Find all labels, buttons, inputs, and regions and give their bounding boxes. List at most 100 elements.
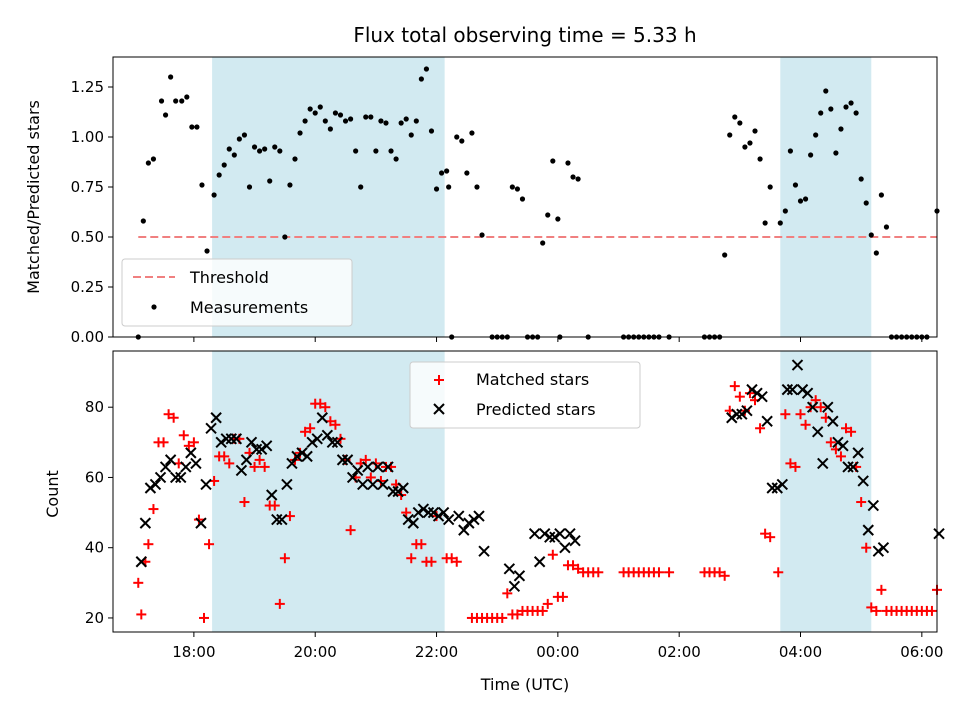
matched-point (773, 567, 784, 578)
matched-point (143, 539, 154, 550)
measurements-legend-swatch (151, 304, 157, 310)
predicted-point (135, 556, 148, 568)
measurement-point (236, 136, 242, 142)
measurement-point (246, 184, 253, 190)
x-tick-label: 02:00 (658, 643, 701, 661)
predicted-point (842, 461, 854, 473)
predicted-point (220, 433, 232, 445)
matched-point (269, 500, 280, 511)
predicted-point (847, 461, 859, 473)
predicted-point (549, 531, 561, 543)
predicted-point (801, 387, 814, 399)
matched-point (664, 567, 675, 578)
matched-point (866, 602, 877, 613)
predicted-point (245, 436, 258, 449)
measurement-point (342, 118, 349, 124)
measurement-point (873, 250, 879, 256)
threshold-legend-label: Threshold (189, 268, 269, 287)
predicted-point (215, 436, 227, 449)
predicted-point (554, 527, 566, 540)
matched-point (279, 553, 290, 564)
predicted-point (387, 485, 399, 498)
matched-point (512, 609, 523, 620)
matched-point (254, 454, 265, 465)
matched-point (785, 458, 796, 469)
predicted-point (402, 513, 414, 526)
matched-point (861, 542, 872, 553)
predicted-point (397, 482, 409, 494)
predicted-legend-label: Predicted stars (476, 400, 596, 419)
matched-point (846, 426, 857, 437)
measurement-point (302, 118, 308, 124)
measurement-point (545, 212, 551, 218)
measurement-point (540, 240, 546, 246)
predicted-point (169, 471, 182, 484)
measurement-point (418, 76, 424, 82)
measurements-legend-label: Measurements (190, 298, 308, 317)
matched-point (360, 454, 371, 465)
shaded-interval (780, 57, 872, 337)
measurement-point (373, 148, 379, 154)
predicted-point (417, 503, 430, 515)
predicted-point (311, 433, 323, 445)
measurement-point (737, 120, 743, 126)
predicted-point (569, 534, 581, 547)
predicted-point (796, 383, 809, 396)
matched-point (300, 426, 311, 437)
predicted-point (185, 447, 197, 459)
predicted-point (432, 510, 445, 522)
measurement-point (519, 196, 526, 202)
measurement-point (727, 132, 733, 138)
measurement-point (322, 118, 328, 124)
top-legend-box (121, 258, 353, 327)
measurement-point (216, 172, 222, 178)
y-tick-label: 0.75 (71, 178, 104, 196)
predicted-point (503, 563, 516, 575)
measurement-point (848, 100, 854, 106)
matched-point (593, 567, 604, 578)
matched-point (653, 567, 664, 578)
measurement-point (514, 186, 521, 192)
predicted-point (276, 513, 288, 526)
predicted-point (478, 545, 490, 557)
matched-point (502, 588, 513, 599)
predicted-point (144, 482, 157, 494)
measurement-point (158, 98, 165, 104)
predicted-point (306, 436, 318, 449)
measurement-point (818, 110, 824, 116)
predicted-point (260, 440, 273, 452)
matched-point (274, 598, 285, 609)
matched-point (198, 612, 209, 623)
matched-point (719, 570, 730, 581)
measurement-point (787, 148, 793, 154)
predicted-point (827, 415, 839, 427)
y-tick-label: 20 (85, 609, 104, 627)
measurement-point (204, 248, 210, 254)
measurement-point (368, 114, 374, 120)
measurement-point (792, 182, 799, 188)
measurement-point (757, 156, 763, 162)
measurement-point (347, 116, 354, 122)
predicted-point (761, 415, 773, 427)
predicted-point (412, 506, 425, 519)
predicted-point (442, 513, 455, 526)
predicted-point (240, 454, 253, 466)
predicted-point (382, 461, 394, 473)
predicted-point (771, 482, 783, 494)
predicted-point (367, 478, 379, 491)
predicted-point (281, 478, 293, 491)
measurement-point (565, 160, 571, 166)
predicted-point (559, 541, 571, 554)
measurement-point (469, 130, 475, 136)
predicted-point (200, 478, 212, 491)
predicted-point (857, 475, 869, 487)
predicted-point (453, 510, 465, 522)
matched-point (800, 419, 811, 430)
y-tick-label: 40 (85, 539, 104, 557)
matched-point (345, 525, 356, 536)
predicted-point (164, 454, 177, 466)
predicted-point (235, 464, 248, 477)
measurement-point (211, 192, 217, 198)
measurement-point (221, 162, 227, 168)
predicted-point (326, 436, 339, 449)
